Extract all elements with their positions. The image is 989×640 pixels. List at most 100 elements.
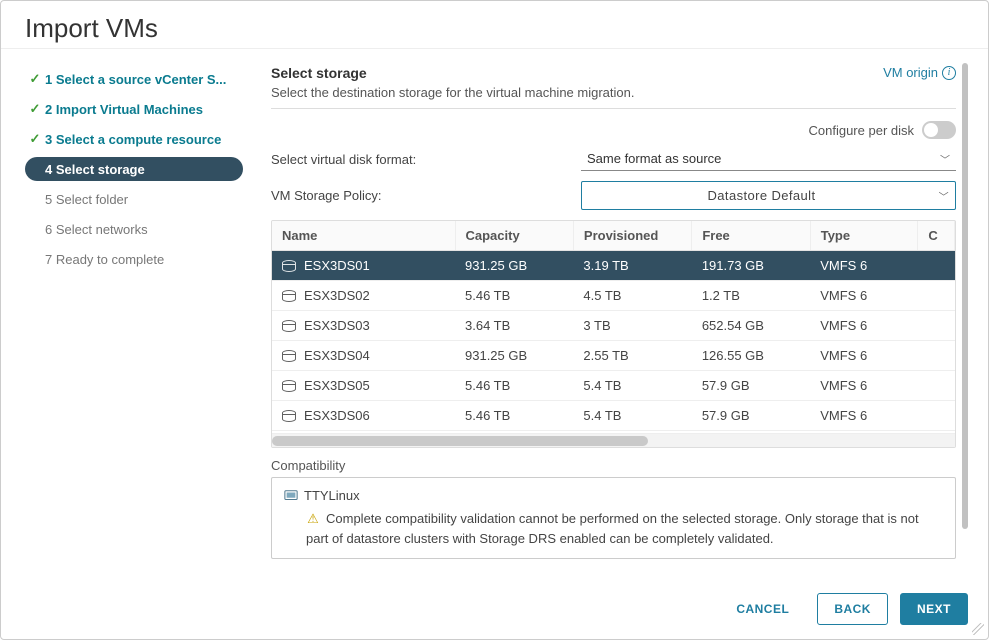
compat-vm-name: TTYLinux [304, 488, 360, 503]
cell-capacity: 5.46 TB [455, 401, 573, 431]
scrollbar-thumb[interactable] [272, 436, 648, 446]
step-label: 4 Select storage [45, 162, 145, 177]
datastore-name: ESX3DS01 [304, 258, 370, 273]
wizard-steps: ✓1 Select a source vCenter S...✓2 Import… [25, 61, 243, 579]
resize-grip[interactable] [972, 623, 984, 635]
col-provisioned[interactable]: Provisioned [573, 221, 691, 251]
table-row[interactable]: ESX3DS01 931.25 GB3.19 TB191.73 GBVMFS 6 [272, 251, 955, 281]
datastore-table-wrap: Name Capacity Provisioned Free Type C ES… [271, 220, 956, 448]
cell-c [918, 401, 955, 431]
cell-free: 1.2 TB [692, 281, 810, 311]
storage-policy-select[interactable]: Datastore Default ﹀ [581, 181, 956, 210]
cell-free: 652.54 GB [692, 311, 810, 341]
step-label: 5 Select folder [45, 192, 128, 207]
disk-format-select[interactable]: Same format as source ﹀ [581, 147, 956, 171]
datastore-icon [282, 260, 296, 272]
table-row[interactable]: ESX3DS055.46 TB5.4 TB57.9 GBVMFS 6 [272, 371, 955, 401]
configure-per-disk-toggle[interactable] [922, 121, 956, 139]
chevron-down-icon: ﹀ [939, 188, 949, 203]
step-label: 3 Select a compute resource [45, 132, 221, 147]
compatibility-box: TTYLinux ⚠Complete compatibility validat… [271, 477, 956, 559]
datastore-table: Name Capacity Provisioned Free Type C ES… [272, 221, 955, 431]
next-button[interactable]: NEXT [900, 593, 968, 625]
datastore-icon [282, 290, 296, 302]
info-icon: i [942, 66, 956, 80]
table-header-row: Name Capacity Provisioned Free Type C [272, 221, 955, 251]
cell-type: VMFS 6 [810, 401, 918, 431]
cell-capacity: 931.25 GB [455, 251, 573, 281]
cell-capacity: 5.46 TB [455, 281, 573, 311]
check-icon: ✓ [27, 131, 43, 147]
col-name[interactable]: Name [272, 221, 455, 251]
cell-free: 191.73 GB [692, 251, 810, 281]
table-row[interactable]: ESX3DS025.46 TB4.5 TB1.2 TBVMFS 6 [272, 281, 955, 311]
check-icon: ✓ [27, 71, 43, 87]
disk-format-value: Same format as source [587, 151, 721, 166]
wizard-step-6: ✓6 Select networks [25, 217, 243, 241]
cell-type: VMFS 6 [810, 251, 918, 281]
configure-per-disk-row: Configure per disk [271, 121, 956, 139]
wizard-step-3[interactable]: ✓3 Select a compute resource [25, 127, 243, 151]
cell-provisioned: 3.19 TB [573, 251, 691, 281]
main-header: Select storage Select the destination st… [271, 65, 956, 109]
wizard-step-2[interactable]: ✓2 Import Virtual Machines [25, 97, 243, 121]
cell-provisioned: 5.4 TB [573, 371, 691, 401]
step-label: 2 Import Virtual Machines [45, 102, 203, 117]
col-c[interactable]: C [918, 221, 955, 251]
configure-per-disk-label: Configure per disk [809, 123, 915, 138]
cell-name: ESX3DS06 [272, 401, 455, 431]
storage-policy-value: Datastore Default [708, 188, 816, 203]
col-type[interactable]: Type [810, 221, 918, 251]
compat-message: Complete compatibility validation cannot… [306, 511, 919, 546]
table-row[interactable]: ESX3DS033.64 TB3 TB652.54 GBVMFS 6 [272, 311, 955, 341]
vm-origin-link[interactable]: VM origin i [883, 65, 956, 80]
col-capacity[interactable]: Capacity [455, 221, 573, 251]
compatibility-label: Compatibility [271, 458, 956, 473]
datastore-icon [282, 410, 296, 422]
cell-provisioned: 2.55 TB [573, 341, 691, 371]
chevron-down-icon: ﹀ [940, 151, 950, 166]
wizard-step-1[interactable]: ✓1 Select a source vCenter S... [25, 67, 243, 91]
table-horizontal-scrollbar[interactable] [272, 433, 955, 447]
modal-vertical-scrollbar[interactable] [962, 61, 970, 579]
cell-provisioned: 3 TB [573, 311, 691, 341]
cell-free: 126.55 GB [692, 341, 810, 371]
cell-type: VMFS 6 [810, 371, 918, 401]
cell-c [918, 251, 955, 281]
cell-name: ESX3DS04 [272, 341, 455, 371]
cell-type: VMFS 6 [810, 281, 918, 311]
cell-name: ESX3DS02 [272, 281, 455, 311]
datastore-name: ESX3DS05 [304, 378, 370, 393]
warning-icon: ⚠ [306, 509, 320, 529]
compat-vm-line: TTYLinux [284, 488, 943, 503]
step-label: 6 Select networks [45, 222, 148, 237]
cell-type: VMFS 6 [810, 341, 918, 371]
import-vms-modal: Import VMs ✓1 Select a source vCenter S.… [0, 0, 989, 640]
cell-name: ESX3DS05 [272, 371, 455, 401]
cancel-button[interactable]: CANCEL [720, 594, 805, 624]
disk-format-label: Select virtual disk format: [271, 152, 581, 167]
scrollbar-thumb[interactable] [962, 63, 968, 529]
wizard-step-5: ✓5 Select folder [25, 187, 243, 211]
datastore-icon [282, 380, 296, 392]
cell-capacity: 5.46 TB [455, 371, 573, 401]
vm-origin-label: VM origin [883, 65, 938, 80]
table-row[interactable]: ESX3DS04931.25 GB2.55 TB126.55 GBVMFS 6 [272, 341, 955, 371]
cell-name: ESX3DS03 [272, 311, 455, 341]
modal-title: Import VMs [1, 1, 988, 49]
cell-c [918, 371, 955, 401]
section-title: Select storage [271, 65, 634, 81]
table-row[interactable]: ESX3DS065.46 TB5.4 TB57.9 GBVMFS 6 [272, 401, 955, 431]
cell-name: ESX3DS01 [272, 251, 455, 281]
datastore-name: ESX3DS04 [304, 348, 370, 363]
datastore-icon [282, 350, 296, 362]
section-subtitle: Select the destination storage for the v… [271, 85, 634, 100]
wizard-step-4[interactable]: ✓4 Select storage [25, 157, 243, 181]
cell-free: 57.9 GB [692, 401, 810, 431]
back-button[interactable]: BACK [817, 593, 888, 625]
col-free[interactable]: Free [692, 221, 810, 251]
disk-format-row: Select virtual disk format: Same format … [271, 147, 956, 171]
storage-policy-label: VM Storage Policy: [271, 188, 581, 203]
wizard-step-7: ✓7 Ready to complete [25, 247, 243, 271]
datastore-icon [282, 320, 296, 332]
